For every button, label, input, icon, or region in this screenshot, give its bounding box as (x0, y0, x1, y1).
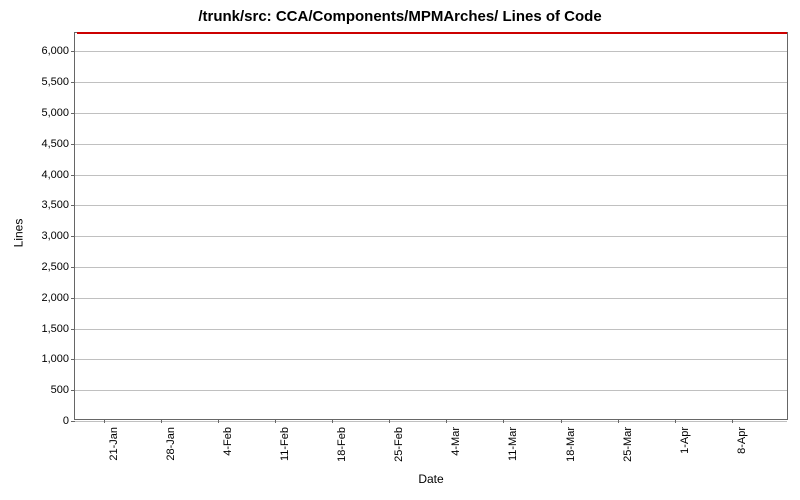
y-tick-mark (71, 298, 75, 299)
loc-chart: /trunk/src: CCA/Components/MPMArches/ Li… (0, 0, 800, 500)
x-tick-label: 4-Feb (222, 427, 234, 456)
y-tick-mark (71, 359, 75, 360)
y-grid-line (75, 175, 787, 176)
y-tick-mark (71, 421, 75, 422)
y-tick-label: 3,500 (41, 199, 69, 211)
y-tick-mark (71, 82, 75, 83)
y-grid-line (75, 113, 787, 114)
y-tick-label: 1,000 (41, 353, 69, 365)
y-axis-label: Lines (11, 219, 25, 248)
y-tick-label: 2,000 (41, 292, 69, 304)
y-tick-label: 3,000 (41, 230, 69, 242)
y-tick-mark (71, 390, 75, 391)
x-tick-label: 1-Apr (679, 427, 691, 454)
plot-area: 05001,0001,5002,0002,5003,0003,5004,0004… (74, 32, 788, 420)
y-grid-line (75, 144, 787, 145)
y-grid-line (75, 236, 787, 237)
y-tick-label: 2,500 (41, 261, 69, 273)
y-tick-label: 1,500 (41, 323, 69, 335)
x-tick-mark (332, 419, 333, 423)
y-tick-mark (71, 267, 75, 268)
x-tick-label: 25-Mar (622, 427, 634, 462)
y-tick-label: 0 (63, 415, 69, 427)
y-tick-label: 6,000 (41, 45, 69, 57)
x-tick-mark (218, 419, 219, 423)
y-tick-label: 4,500 (41, 138, 69, 150)
y-tick-mark (71, 113, 75, 114)
x-tick-mark (503, 419, 504, 423)
x-tick-label: 21-Jan (108, 427, 120, 461)
y-grid-line (75, 390, 787, 391)
x-tick-mark (161, 419, 162, 423)
x-tick-label: 11-Feb (279, 427, 291, 461)
chart-title: /trunk/src: CCA/Components/MPMArches/ Li… (0, 8, 800, 25)
y-tick-mark (71, 175, 75, 176)
x-tick-mark (618, 419, 619, 423)
y-tick-label: 5,500 (41, 76, 69, 88)
x-tick-mark (104, 419, 105, 423)
y-grid-line (75, 82, 787, 83)
y-grid-line (75, 205, 787, 206)
y-grid-line (75, 51, 787, 52)
y-grid-line (75, 359, 787, 360)
y-tick-mark (71, 144, 75, 145)
x-tick-mark (275, 419, 276, 423)
x-tick-label: 25-Feb (393, 427, 405, 462)
data-line-lines-of-code (77, 32, 787, 34)
y-grid-line (75, 329, 787, 330)
x-tick-label: 18-Feb (336, 427, 348, 462)
x-tick-label: 18-Mar (565, 427, 577, 462)
x-tick-label: 4-Mar (450, 427, 462, 456)
y-grid-line (75, 267, 787, 268)
y-tick-label: 5,000 (41, 107, 69, 119)
y-tick-mark (71, 205, 75, 206)
x-tick-mark (389, 419, 390, 423)
x-tick-mark (561, 419, 562, 423)
x-tick-mark (446, 419, 447, 423)
x-tick-mark (732, 419, 733, 423)
y-tick-label: 500 (51, 384, 69, 396)
y-tick-label: 4,000 (41, 169, 69, 181)
y-tick-mark (71, 51, 75, 52)
x-tick-mark (675, 419, 676, 423)
y-tick-mark (71, 236, 75, 237)
x-tick-label: 8-Apr (736, 427, 748, 454)
y-tick-mark (71, 329, 75, 330)
x-tick-label: 28-Jan (165, 427, 177, 461)
x-tick-label: 11-Mar (507, 427, 519, 461)
y-grid-line (75, 421, 787, 422)
y-grid-line (75, 298, 787, 299)
x-axis-label: Date (74, 472, 788, 486)
